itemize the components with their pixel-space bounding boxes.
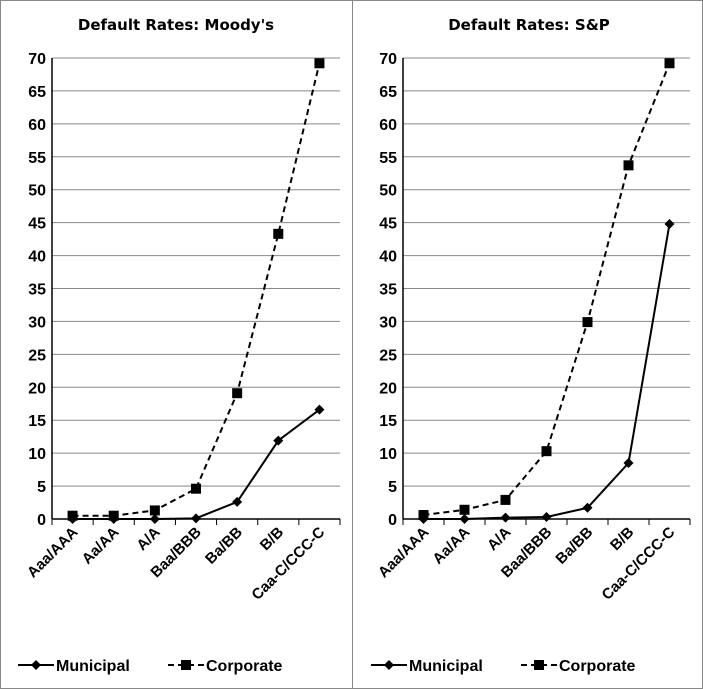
y-tick-label: 0 (37, 512, 46, 529)
data-point-corporate (459, 504, 470, 515)
data-point-corporate (191, 483, 201, 494)
y-tick-label: 20 (379, 380, 397, 397)
legend-label-municipal: Municipal (409, 658, 483, 675)
data-point-municipal (623, 458, 634, 469)
y-tick-label: 65 (379, 84, 397, 101)
y-tick-label: 70 (28, 51, 46, 68)
y-tick-label: 15 (379, 413, 397, 430)
y-tick-label: 60 (28, 117, 46, 134)
legend-label-municipal: Municipal (56, 658, 130, 675)
data-point-municipal (149, 514, 160, 524)
y-tick-label: 35 (28, 282, 46, 299)
data-point-corporate (623, 160, 634, 171)
data-point-corporate (314, 58, 325, 69)
y-tick-label: 5 (37, 479, 46, 496)
y-tick-label: 55 (379, 150, 397, 167)
x-category-label: B/B (257, 524, 287, 554)
x-category-label: A/A (484, 524, 514, 554)
legend-marker-corporate (534, 660, 544, 670)
data-point-corporate (418, 510, 429, 521)
series-line-municipal (72, 408, 321, 520)
chart-panel-2: Default Rates: S&P 0 5 10 15 20 25 30 35 40 45 50 55… (371, 16, 691, 675)
y-tick-label: 70 (379, 51, 397, 68)
y-tick-label: 10 (28, 446, 46, 463)
y-tick-label: 30 (28, 314, 46, 331)
y-tick-label: 50 (379, 183, 397, 200)
data-point-municipal (314, 404, 325, 415)
legend-label-corporate: Corporate (206, 658, 283, 675)
y-tick-label: 45 (28, 216, 46, 233)
data-point-municipal (232, 496, 243, 507)
y-tick-label: 15 (28, 413, 46, 430)
series-line-corporate (72, 63, 321, 517)
data-point-corporate (541, 446, 552, 457)
data-point-municipal (191, 513, 201, 524)
x-category-label: A/A (133, 524, 163, 554)
data-point-corporate (67, 510, 78, 521)
data-point-municipal (273, 435, 284, 446)
legend-marker-municipal (31, 660, 41, 670)
chart-panel-1: Default Rates: Moody's 0 5 10 15 20 25 30 35 40 45… (18, 16, 341, 675)
y-tick-label: 40 (379, 249, 397, 266)
data-point-corporate (582, 317, 593, 328)
y-tick-label: 55 (28, 150, 46, 167)
x-category-label: B/B (607, 524, 637, 554)
x-category-label: Aa/AA (79, 524, 123, 568)
data-point-municipal (459, 514, 470, 524)
data-point-municipal (500, 512, 511, 523)
y-tick-label: 30 (379, 314, 397, 331)
x-category-label: Aaa/AAA (24, 524, 82, 582)
y-tick-label: 50 (28, 183, 46, 200)
y-tick-label: 40 (28, 249, 46, 266)
legend-label-corporate: Corporate (559, 658, 636, 675)
y-tick-label: 45 (379, 216, 397, 233)
y-tick-label: 65 (28, 84, 46, 101)
data-point-corporate (500, 494, 511, 505)
data-point-corporate (149, 505, 160, 516)
series-line-municipal (423, 223, 671, 520)
x-category-label: Caa-C/CCC-C (248, 524, 328, 604)
data-point-corporate (108, 510, 119, 521)
data-point-corporate (664, 58, 675, 69)
legend-marker-municipal (384, 660, 394, 670)
x-category-label: Ba/BB (202, 524, 246, 568)
legend-marker-corporate (181, 660, 191, 670)
chart-title: Default Rates: S&P (448, 16, 610, 34)
y-tick-label: 20 (28, 380, 46, 397)
x-category-label: Ba/BB (552, 524, 596, 568)
y-tick-label: 25 (379, 347, 397, 364)
y-tick-label: 35 (379, 282, 397, 299)
data-point-municipal (582, 502, 593, 513)
y-tick-label: 10 (379, 446, 397, 463)
data-point-corporate (232, 388, 243, 399)
y-tick-label: 0 (388, 512, 397, 529)
data-point-corporate (273, 228, 284, 239)
data-point-municipal (541, 512, 552, 523)
y-tick-label: 5 (388, 479, 397, 496)
y-tick-label: 25 (28, 347, 46, 364)
data-point-municipal (664, 218, 675, 229)
chart-title: Default Rates: Moody's (78, 16, 274, 34)
x-category-label: Aa/AA (429, 524, 473, 568)
x-category-label: Aaa/AAA (375, 524, 433, 582)
y-tick-label: 60 (379, 117, 397, 134)
x-category-label: Caa-C/CCC-C (599, 524, 679, 604)
